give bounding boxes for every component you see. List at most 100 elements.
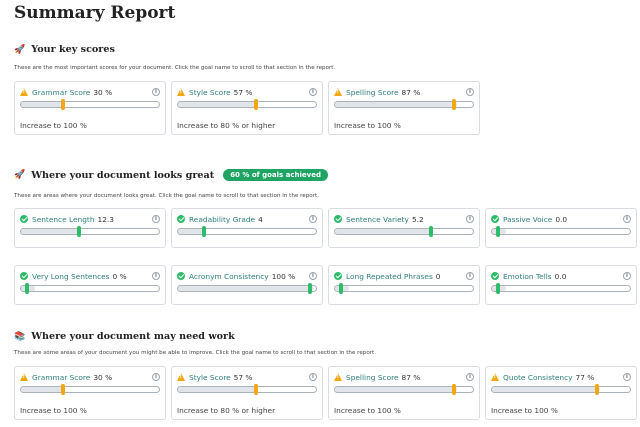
score-marker [254, 384, 258, 395]
goal-target-text: Increase to 100 % [334, 406, 401, 415]
warning-icon [20, 88, 28, 96]
info-icon[interactable]: i [623, 272, 631, 280]
check-circle-icon [20, 272, 28, 280]
goal-name-link[interactable]: Grammar Score [32, 87, 91, 97]
goal-name-link[interactable]: Quote Consistency [503, 372, 573, 382]
section-heading: 🚀 Your key scores [14, 44, 115, 55]
score-track [334, 99, 474, 110]
books-icon: 📚 [14, 331, 26, 342]
goal-target-text: Increase to 100 % [491, 406, 558, 415]
goal-name-link[interactable]: Style Score [189, 87, 231, 97]
section-description: These are areas where your document look… [14, 193, 319, 199]
info-icon[interactable]: i [466, 88, 474, 96]
goal-name-link[interactable]: Style Score [189, 372, 231, 382]
score-marker [202, 226, 206, 237]
info-icon[interactable]: i [152, 272, 160, 280]
warning-icon [177, 88, 185, 96]
warning-icon [334, 373, 342, 381]
score-marker [25, 283, 29, 294]
score-track [20, 283, 160, 294]
goal-name-link[interactable]: Readability Grade [189, 214, 256, 224]
goal-card-header: Passive Voice 0.0 i [491, 213, 631, 225]
goal-card: Passive Voice 0.0 i [485, 208, 637, 248]
score-marker [308, 283, 312, 294]
score-track-fill [492, 387, 600, 392]
info-icon[interactable]: i [152, 215, 160, 223]
goals-achieved-badge: 60 % of goals achieved [223, 169, 328, 181]
info-icon[interactable]: i [466, 373, 474, 381]
goal-card: Readability Grade 4 i [171, 208, 323, 248]
goal-score-value: 57 % [233, 87, 253, 97]
check-circle-icon [177, 272, 185, 280]
goal-card-header: Long Repeated Phrases 0 i [334, 270, 474, 282]
goal-name-link[interactable]: Sentence Variety [346, 214, 409, 224]
section-heading-text: Your key scores [31, 44, 115, 55]
goal-score-value: 0.0 [554, 271, 567, 281]
warning-icon [20, 373, 28, 381]
info-icon[interactable]: i [623, 373, 631, 381]
score-track [334, 384, 474, 395]
score-track [491, 283, 631, 294]
goal-score-value: 30 % [93, 87, 113, 97]
info-icon[interactable]: i [309, 373, 317, 381]
score-marker [452, 384, 456, 395]
score-track [177, 384, 317, 395]
goal-card-header: Very Long Sentences 0 % i [20, 270, 160, 282]
goal-card: Acronym Consistency 100 % i [171, 265, 323, 305]
info-icon[interactable]: i [152, 88, 160, 96]
info-icon[interactable]: i [309, 272, 317, 280]
goal-name-link[interactable]: Long Repeated Phrases [346, 271, 433, 281]
score-track [177, 226, 317, 237]
goal-score-value: 87 % [401, 372, 421, 382]
warning-icon [491, 373, 499, 381]
info-icon[interactable]: i [466, 272, 474, 280]
goal-score-value: 12.3 [97, 214, 114, 224]
check-circle-icon [491, 272, 499, 280]
info-icon[interactable]: i [309, 215, 317, 223]
page-title: Summary Report [14, 3, 176, 23]
goal-target-text: Increase to 80 % or higher [177, 406, 276, 415]
goal-card-header: Emotion Tells 0.0 i [491, 270, 631, 282]
goal-card-header: Sentence Length 12.3 i [20, 213, 160, 225]
score-marker [595, 384, 599, 395]
goal-score-value: 30 % [93, 372, 113, 382]
goal-score-value: 4 [258, 214, 263, 224]
info-icon[interactable]: i [152, 373, 160, 381]
goal-score-value: 87 % [401, 87, 421, 97]
info-icon[interactable]: i [623, 215, 631, 223]
goal-card-header: Sentence Variety 5.2 i [334, 213, 474, 225]
goal-name-link[interactable]: Sentence Length [32, 214, 95, 224]
goal-name-link[interactable]: Very Long Sentences [32, 271, 110, 281]
score-track [491, 226, 631, 237]
score-track [334, 283, 474, 294]
goal-card: Very Long Sentences 0 % i [14, 265, 166, 305]
goal-card: Emotion Tells 0.0 i [485, 265, 637, 305]
goal-name-link[interactable]: Spelling Score [346, 372, 399, 382]
score-marker [496, 226, 500, 237]
check-circle-icon [20, 215, 28, 223]
score-track [20, 226, 160, 237]
goal-name-link[interactable]: Spelling Score [346, 87, 399, 97]
goal-name-link[interactable]: Grammar Score [32, 372, 91, 382]
goal-name-link[interactable]: Passive Voice [503, 214, 553, 224]
info-icon[interactable]: i [466, 215, 474, 223]
info-icon[interactable]: i [309, 88, 317, 96]
goal-name-link[interactable]: Acronym Consistency [189, 271, 269, 281]
goal-card: Sentence Variety 5.2 i [328, 208, 480, 248]
check-circle-icon [177, 215, 185, 223]
goal-card-header: Acronym Consistency 100 % i [177, 270, 317, 282]
score-track [177, 99, 317, 110]
goal-name-link[interactable]: Emotion Tells [503, 271, 552, 281]
score-track [20, 384, 160, 395]
score-marker [61, 99, 65, 110]
score-track-fill [335, 387, 457, 392]
warning-icon [334, 88, 342, 96]
score-track-fill [335, 229, 433, 234]
